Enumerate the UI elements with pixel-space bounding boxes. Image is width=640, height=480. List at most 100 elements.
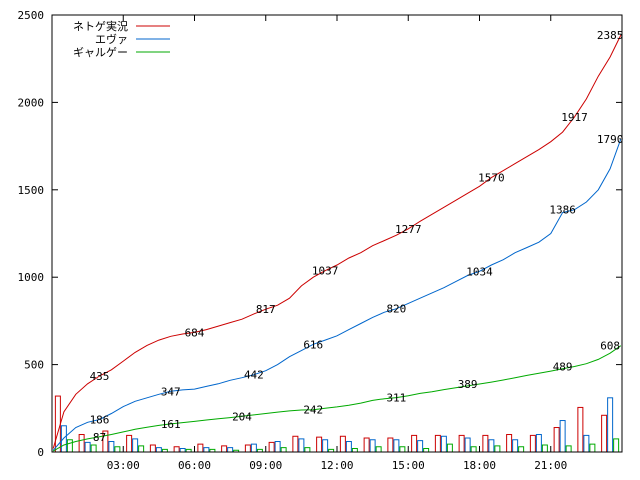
bar [221,445,228,453]
bar [197,443,204,453]
bar [132,438,139,453]
x-tick-label: 03:00 [107,459,140,472]
x-tick-label: 06:00 [178,459,211,472]
point-label: 1917 [561,111,588,124]
point-label: 616 [303,338,323,351]
bar [482,434,489,453]
point-label: 1277 [395,223,422,236]
bar [399,446,406,453]
bar [84,441,91,453]
bar [512,439,519,453]
bar [274,441,281,453]
point-label: 442 [244,369,264,382]
point-label: 1790 [597,133,624,146]
y-tick-label: 2500 [18,9,45,22]
bar [244,444,251,453]
bar [304,447,311,453]
bar [506,434,513,453]
point-label: 186 [90,413,110,426]
bar [155,447,162,453]
y-tick-label: 500 [24,359,44,372]
bar [227,447,234,453]
bar [559,420,566,453]
bar [434,434,441,453]
bar [66,439,73,453]
bar [250,443,257,453]
point-label: 2385 [597,29,624,42]
bar [417,440,424,453]
bar [470,446,477,453]
bar [601,414,608,453]
x-tick-label: 12:00 [320,459,353,472]
bar [411,434,418,453]
bar [149,444,156,453]
series-line [52,138,622,451]
bar [339,435,346,453]
bar [393,439,400,453]
bar [464,437,471,453]
bar [114,446,121,453]
y-tick-label: 0 [37,446,44,459]
point-label: 1037 [312,265,339,278]
bar [423,448,430,453]
point-label: 389 [458,378,478,391]
bar [179,448,186,453]
bar [280,447,287,453]
bar [458,434,465,453]
bar [268,441,275,453]
bars-layer [54,395,620,453]
labels-layer: 435 684 817 1037 1277 1570 1917 2385 186 347 442 61… [90,29,624,444]
bar [316,436,323,453]
bar [345,441,352,453]
bar [375,446,382,453]
bar [60,425,67,453]
point-label: 608 [600,340,620,353]
bar [203,447,210,453]
bar [535,434,542,453]
bar [488,439,495,453]
bar [613,438,620,453]
point-label: 242 [303,404,323,417]
bar [108,441,115,453]
y-axis: 0 500 1000 1500 2000 2500 [18,9,622,459]
bar [387,437,394,453]
bar [126,434,133,453]
point-label: 435 [90,370,110,383]
bar [518,446,525,453]
bar [577,406,584,453]
point-label: 820 [386,303,406,316]
legend-label: ギャルゲー [73,46,128,59]
point-label: 489 [553,361,573,374]
x-tick-label: 21:00 [534,459,567,472]
series-line [52,345,622,452]
bar [138,445,145,453]
point-label: 1034 [466,265,493,278]
x-tick-label: 18:00 [463,459,496,472]
bar [583,434,590,453]
point-label: 1570 [478,172,505,185]
bar [440,435,447,453]
bar [494,445,501,453]
x-axis: 03:00 06:00 09:00 12:00 15:00 18:00 21:00 [107,15,567,472]
bar [553,427,560,453]
legend-label: ネトゲ実況 [73,19,128,33]
x-tick-label: 15:00 [392,459,425,472]
bar [78,434,85,453]
point-label: 204 [232,410,252,423]
point-label: 817 [256,303,276,316]
bar [565,445,572,453]
point-label: 311 [386,392,406,405]
y-tick-label: 2000 [18,96,45,109]
point-label: 161 [161,418,181,431]
bar [369,439,376,453]
bar [298,438,305,453]
bar [173,446,180,453]
lines-layer [52,34,622,452]
legend-label: エヴァ [95,32,128,46]
y-tick-label: 1500 [18,184,45,197]
point-label: 1386 [549,204,576,217]
bar [607,397,614,453]
bar [90,444,97,453]
series-line [52,34,622,449]
